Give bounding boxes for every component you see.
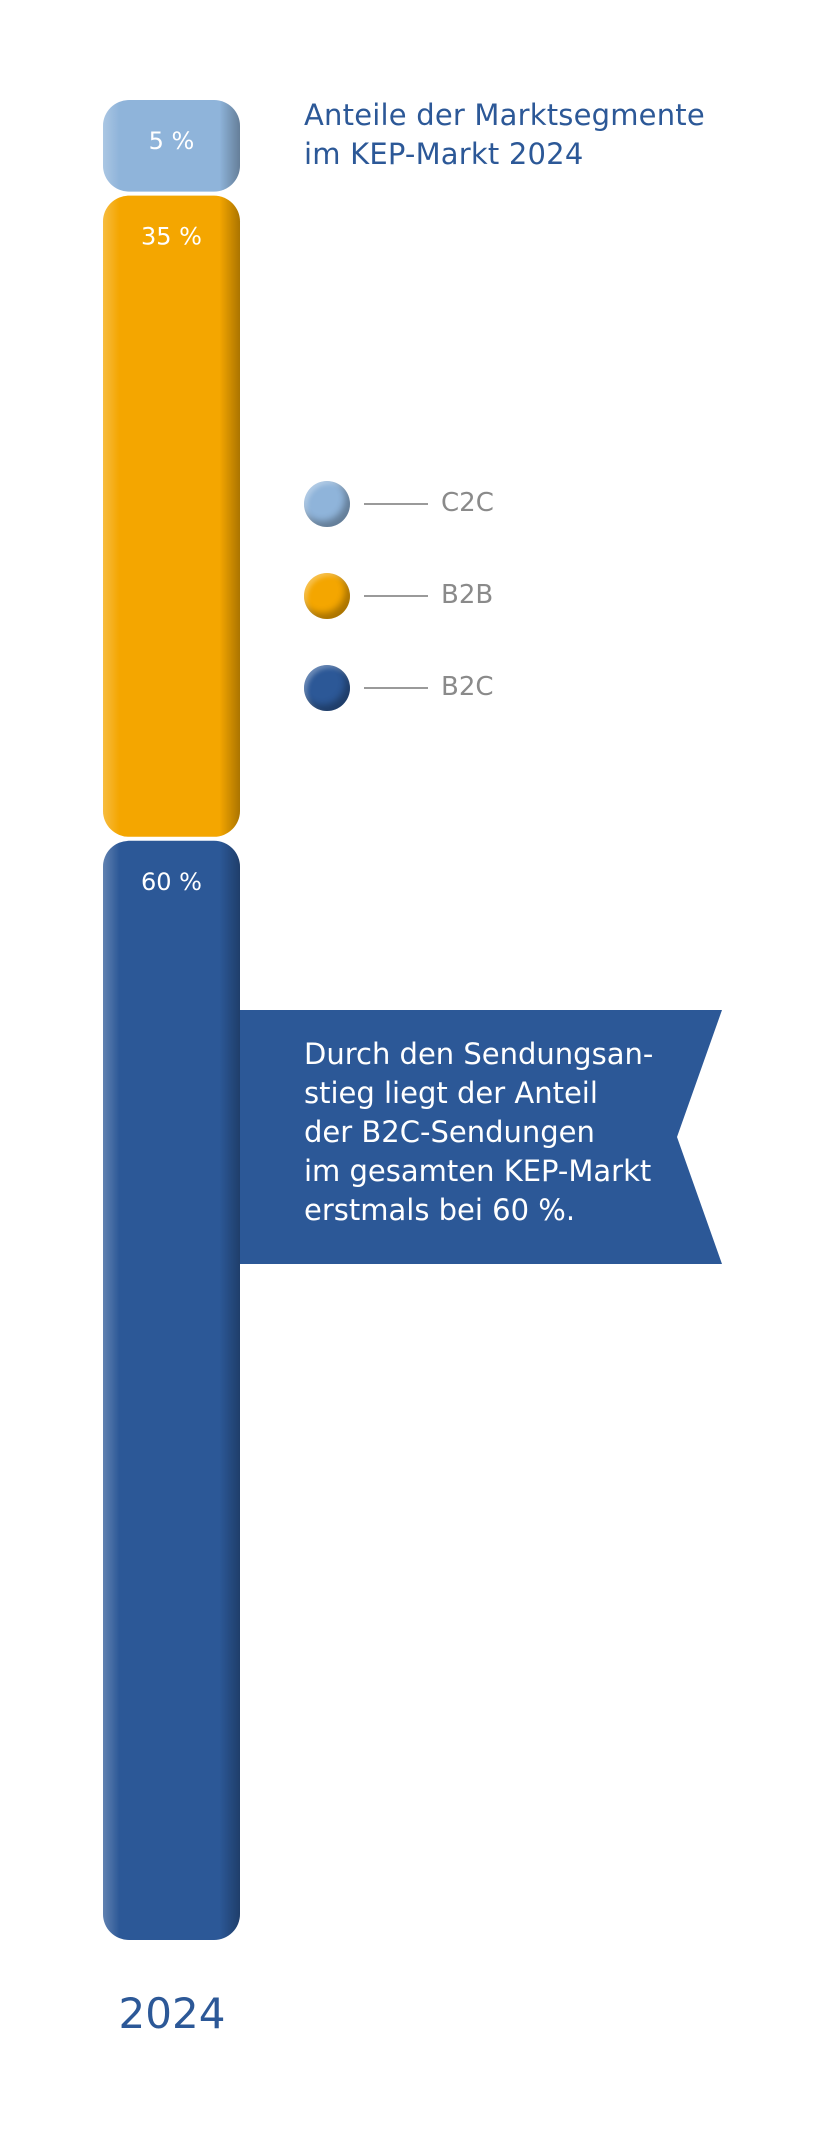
category-label-year: 2024	[118, 1989, 226, 2038]
bar-segment-shade-b2c	[103, 840, 240, 1940]
callout-line: Durch den Sendungsan-	[304, 1037, 654, 1071]
bar-segment-shade-c2c	[103, 100, 240, 192]
chart-title-line-1: Anteile der Marktsegmente	[304, 98, 705, 132]
legend-swatch-c2c	[304, 481, 350, 527]
chart-title: Anteile der Marktsegmente im KEP-Markt 2…	[304, 96, 724, 174]
legend-swatch-b2b	[304, 573, 350, 619]
chart-title-line-2: im KEP-Markt 2024	[304, 137, 584, 171]
data-label-c2c: 5 %	[149, 127, 195, 155]
data-label-b2c: 60 %	[141, 868, 202, 896]
legend-label-b2b: B2B	[441, 580, 494, 610]
legend-swatch-b2c	[304, 665, 350, 711]
callout-line: stieg liegt der Anteil	[304, 1076, 598, 1110]
legend-leader-line	[364, 687, 428, 689]
callout-line: im gesamten KEP-Markt	[304, 1154, 652, 1188]
legend-leader-line	[364, 503, 428, 505]
legend-leader-line	[364, 595, 428, 597]
callout-banner	[240, 1010, 722, 1264]
bar-segment-shade-b2b	[103, 195, 240, 837]
legend-label-c2c: C2C	[441, 488, 494, 518]
callout-line: der B2C-Sendungen	[304, 1115, 595, 1149]
legend-label-b2c: B2C	[441, 672, 494, 702]
callout-line: erstmals bei 60 %.	[304, 1193, 576, 1227]
data-label-b2b: 35 %	[141, 223, 202, 251]
callout-text: Durch den Sendungsan- stieg liegt der An…	[304, 1035, 684, 1230]
